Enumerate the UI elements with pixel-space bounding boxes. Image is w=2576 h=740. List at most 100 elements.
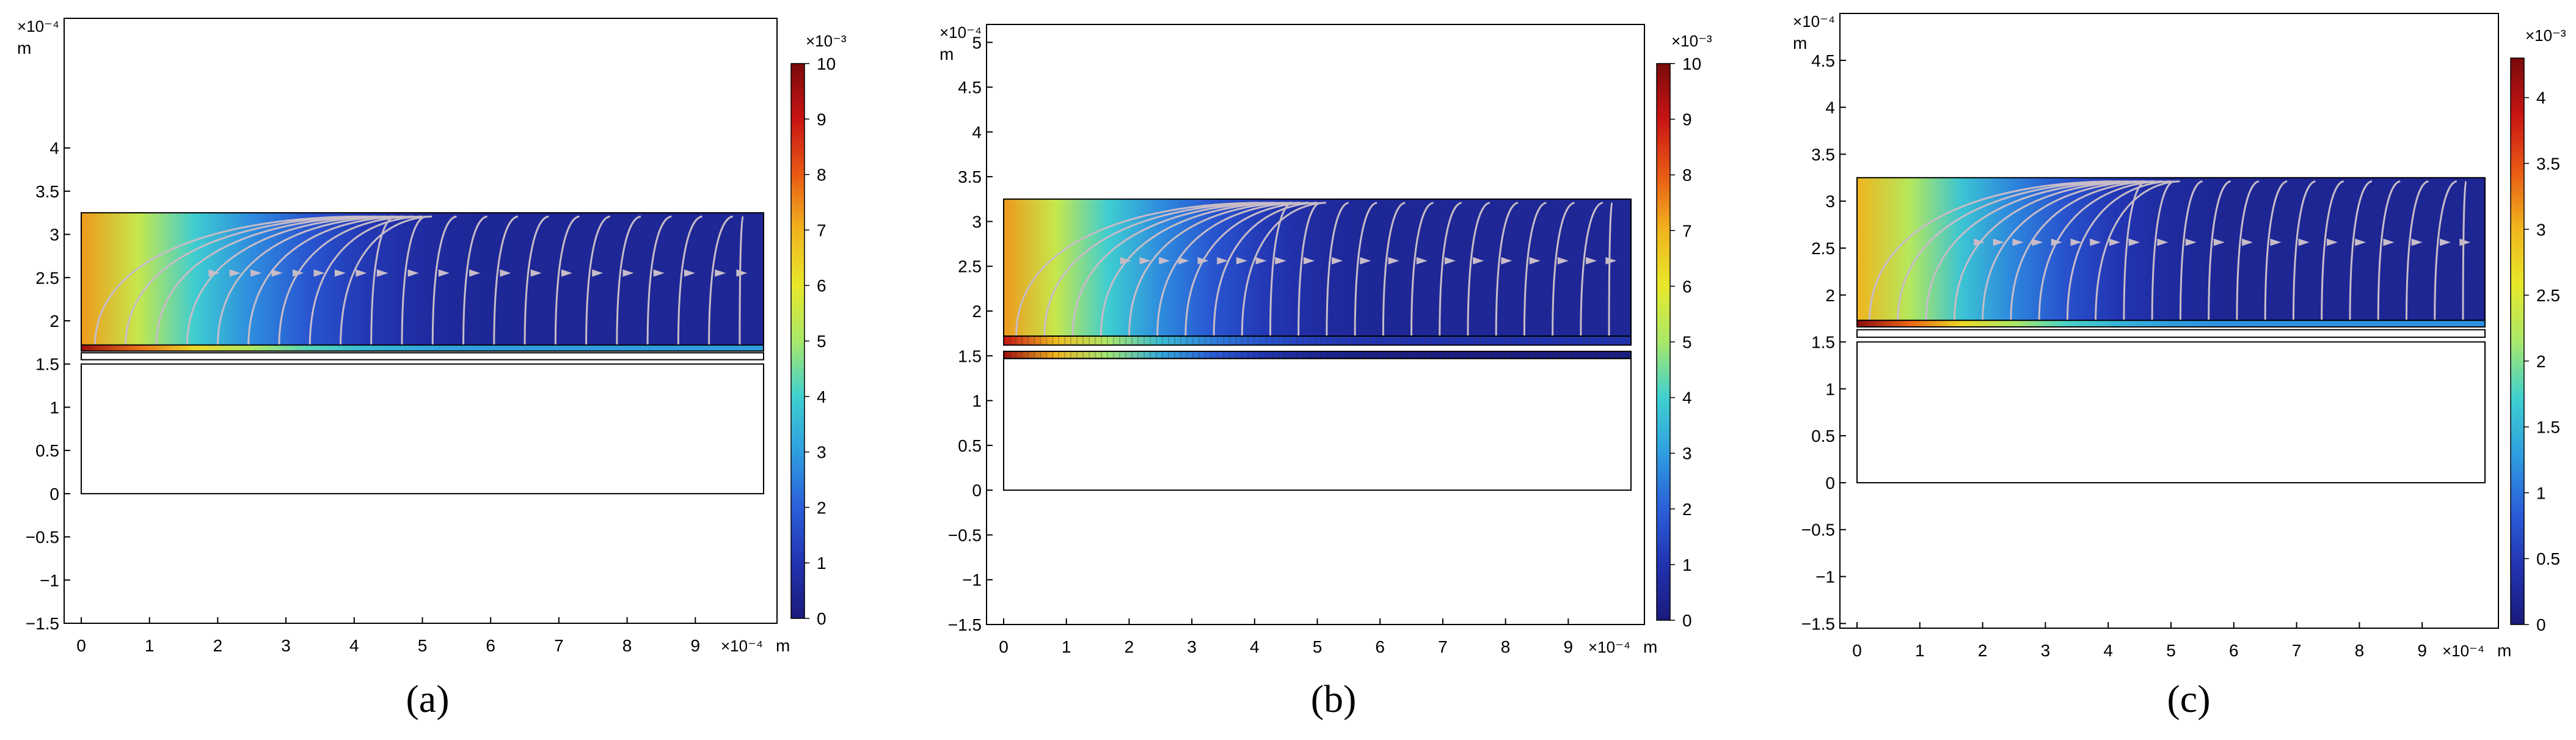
y-multiplier: ×10⁻⁴ bbox=[17, 17, 59, 35]
streamline bbox=[2208, 180, 2231, 321]
streamline-arrow bbox=[2439, 238, 2451, 246]
colorbar-tick-label: 3 bbox=[1682, 444, 1692, 463]
streamline-arrow bbox=[1159, 257, 1170, 265]
streamline-arrow bbox=[1360, 257, 1371, 265]
colorbar-tick-label: 7 bbox=[817, 221, 826, 240]
colorbar-bar bbox=[2510, 57, 2525, 625]
colorbar-tick-label: 9 bbox=[817, 110, 826, 129]
streamline bbox=[554, 215, 580, 347]
y-tick-label: −1 bbox=[1815, 568, 1835, 587]
streamline-arrow bbox=[715, 269, 726, 277]
panel-label: (b) bbox=[1311, 677, 1357, 720]
x-unit: m bbox=[776, 636, 790, 655]
streamline bbox=[1410, 202, 1434, 337]
colorbar-tick-label: 1 bbox=[1682, 555, 1692, 574]
y-tick-label: 2.5 bbox=[958, 257, 982, 276]
colorbar-tick-label: 0.5 bbox=[2536, 549, 2560, 568]
y-tick-label: −0.5 bbox=[26, 528, 59, 547]
x-tick-label: 8 bbox=[1501, 637, 1511, 656]
streamline bbox=[1015, 202, 1258, 337]
streamline-arrow bbox=[1557, 257, 1569, 265]
y-tick-label: 3 bbox=[1825, 192, 1835, 211]
axes-frame bbox=[1839, 13, 2499, 629]
colorbar-tick-label: 8 bbox=[1682, 166, 1692, 185]
streamline-arrow bbox=[2383, 238, 2395, 246]
streamline bbox=[2038, 180, 2163, 321]
streamline-arrow bbox=[2326, 238, 2338, 246]
streamline bbox=[2462, 180, 2467, 321]
colorbar-tick-label: 1 bbox=[2536, 483, 2546, 502]
streamline bbox=[1523, 202, 1547, 337]
colorbar-tick-label: 6 bbox=[817, 276, 826, 295]
x-axis: 0 1 2 3 4 5 6 7 8 9 ×10⁻⁴ m bbox=[999, 618, 1657, 656]
y-axis: −1.5 −1 −0.5 0 0.5 1 1.5 2 2.5 3 3.5 4 ×10⁻⁴ m bbox=[17, 17, 70, 633]
streamline-arrow bbox=[2090, 238, 2101, 246]
y-tick-label: 0 bbox=[1825, 474, 1835, 493]
streamline bbox=[1156, 202, 1301, 337]
streamline bbox=[1552, 202, 1575, 337]
x-tick-label: 3 bbox=[281, 636, 291, 655]
y-tick-label: 3 bbox=[972, 212, 982, 231]
y-tick-label: 5 bbox=[972, 33, 982, 52]
streamline-arrow bbox=[469, 269, 481, 277]
streamline bbox=[2434, 180, 2457, 321]
streamline bbox=[2349, 180, 2373, 321]
streamline bbox=[585, 215, 611, 347]
colorbar-tick-label: 3 bbox=[2536, 220, 2546, 239]
streamline bbox=[708, 215, 734, 347]
streamlines bbox=[93, 215, 748, 347]
streamline-arrow bbox=[2012, 238, 2024, 246]
streamline bbox=[524, 215, 549, 347]
streamline-arrow bbox=[1255, 257, 1267, 265]
streamline-arrow bbox=[1473, 257, 1484, 265]
y-tick-label: 1 bbox=[972, 392, 982, 411]
streamline-arrow bbox=[229, 269, 241, 277]
x-tick-label: 6 bbox=[486, 636, 495, 655]
colorbar-tick-label: 6 bbox=[1682, 277, 1692, 296]
streamline-arrow bbox=[736, 269, 748, 277]
streamline-arrow bbox=[1332, 257, 1343, 265]
colorbar-tick-label: 5 bbox=[817, 332, 826, 351]
x-multiplier: ×10⁻⁴ bbox=[721, 637, 763, 655]
colorbar-bar bbox=[790, 63, 805, 619]
streamline bbox=[646, 215, 672, 347]
streamline-arrow bbox=[1388, 257, 1399, 265]
y-tick-label: 4 bbox=[49, 139, 59, 158]
x-tick-label: 1 bbox=[145, 636, 155, 655]
panel-c: −1.5 −1 −0.5 0 0.5 1 1.5 2 2.5 3 3.5 4 4.5 ×10⁻⁴ m 0 1 2 3… bbox=[1793, 12, 2566, 720]
y-tick-label: 4.5 bbox=[958, 78, 982, 97]
streamline-arrow bbox=[271, 269, 283, 277]
x-tick-label: 8 bbox=[2355, 641, 2365, 660]
streamline-arrow bbox=[530, 269, 542, 277]
panel-label: (c) bbox=[2167, 677, 2210, 720]
y-tick-label: 0.5 bbox=[1811, 427, 1835, 445]
streamline bbox=[370, 215, 396, 347]
streamline bbox=[2123, 180, 2147, 321]
field-region bbox=[1003, 198, 1632, 337]
x-unit: m bbox=[1643, 637, 1657, 656]
streamline-arrow bbox=[2185, 238, 2197, 246]
streamline-arrow bbox=[1529, 257, 1541, 265]
y-axis: −1.5 −1 −0.5 0 0.5 1 1.5 2 2.5 3 3.5 4 4.5 5×10⁻⁴ m bbox=[940, 23, 993, 634]
streamline bbox=[2321, 180, 2344, 321]
y-tick-label: 0 bbox=[972, 481, 982, 500]
x-tick-label: 0 bbox=[999, 637, 1009, 656]
streamline-arrow bbox=[2109, 238, 2120, 246]
streamline bbox=[125, 215, 368, 347]
colorbar-tick-label: 1.5 bbox=[2536, 418, 2560, 437]
colorbar: 0 1 2 3 4 5 6 7 8 9 10 ×10⁻³ bbox=[1656, 32, 1712, 630]
streamlines bbox=[1869, 180, 2471, 321]
streamline bbox=[462, 215, 487, 347]
streamline-arrow bbox=[1236, 257, 1247, 265]
x-axis: 0 1 2 3 4 5 6 7 8 9 ×10⁻⁴ m bbox=[76, 617, 790, 655]
streamline bbox=[2236, 180, 2260, 321]
streamline bbox=[308, 215, 423, 347]
streamline bbox=[247, 215, 404, 347]
colorbar-tick-label: 10 bbox=[817, 54, 836, 73]
y-tick-label: 3.5 bbox=[35, 182, 59, 201]
colorbar-tick-label: 9 bbox=[1682, 110, 1692, 129]
y-tick-label: 2.5 bbox=[1811, 239, 1835, 258]
streamline bbox=[2095, 180, 2180, 321]
streamline bbox=[1495, 202, 1519, 337]
